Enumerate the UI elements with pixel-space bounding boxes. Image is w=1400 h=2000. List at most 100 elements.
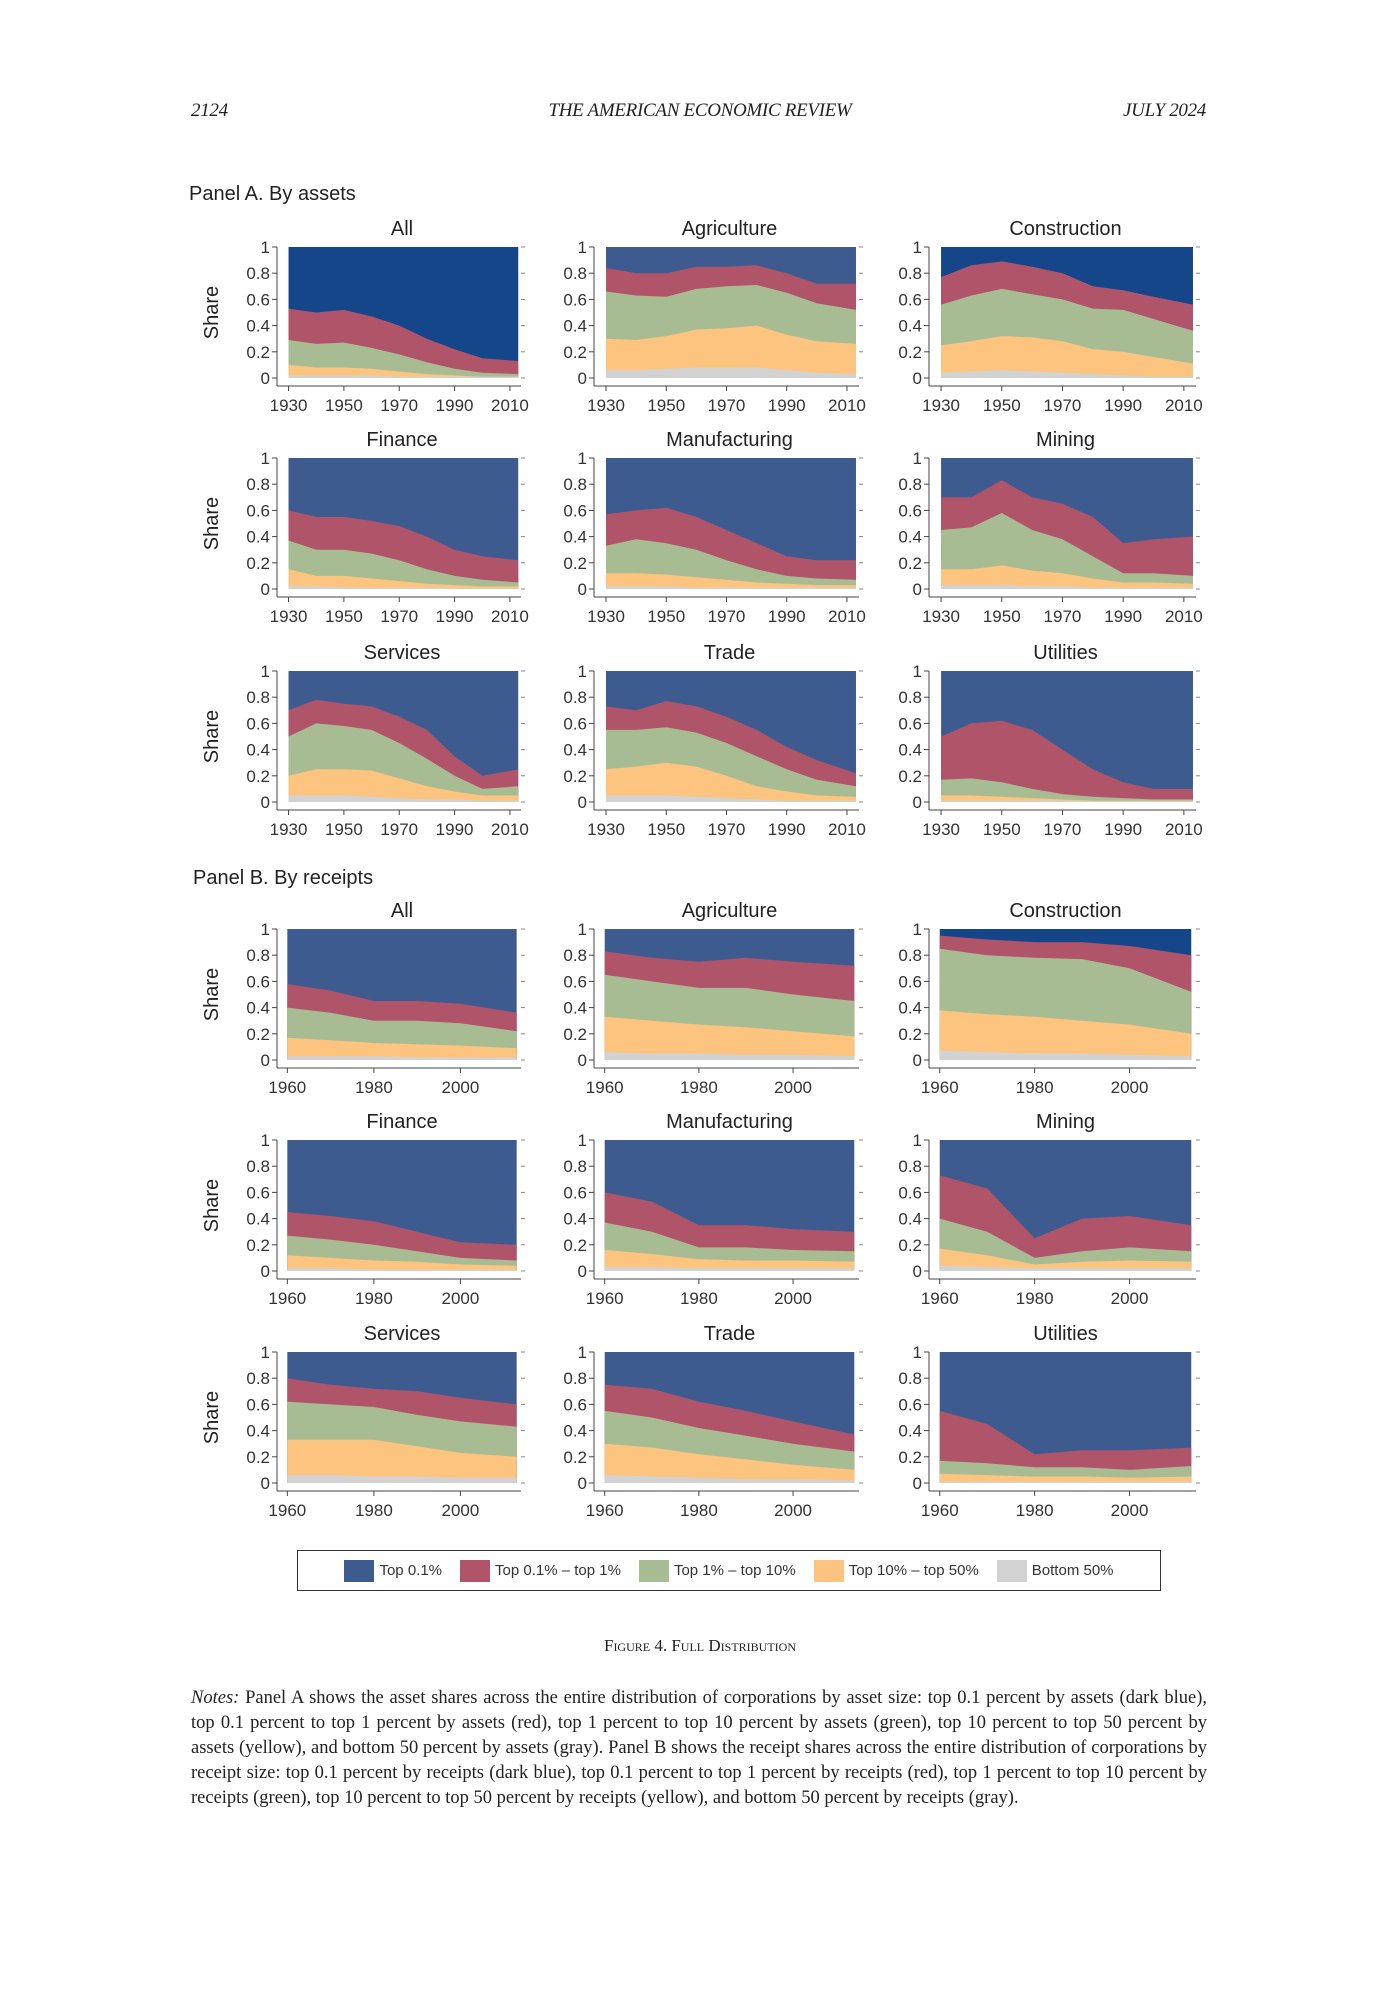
chart-a-manufacturing: 0 0.2 0.4 0.6 0.8 1 1930 1950 1970 1990 2010 Manufa…: [563, 429, 866, 626]
y-tick-label: 0: [913, 369, 922, 388]
area-yellow: [604, 1250, 855, 1271]
x-tick-label: 1970: [708, 396, 746, 415]
y-tick-label: 0.6: [898, 1395, 922, 1414]
y-tick-label: 0.4: [246, 741, 270, 760]
chart-b-mining: 0 0.2 0.4 0.6 0.8 1 1960 1980 2000 Mining: [898, 1111, 1200, 1308]
x-tick-label: 1960: [921, 1289, 959, 1308]
x-tick-label: 1930: [922, 396, 960, 415]
x-tick-label: 1950: [325, 820, 363, 839]
y-tick-label: 0.8: [246, 688, 270, 707]
chart-title: Utilities: [1033, 1323, 1097, 1345]
y-tick-label: 0.2: [246, 343, 270, 362]
x-tick-label: 1960: [586, 1289, 624, 1308]
chart-svg: 0 0.2 0.4 0.6 0.8 1 1930 1950 1970 1990 2010 Financ…: [201, 429, 529, 626]
y-tick-label: 0.2: [898, 1448, 922, 1467]
legend-item-top-0-1-to-1: Top 0.1% – top 1%: [460, 1559, 621, 1582]
chart-svg: 0 0.2 0.4 0.6 0.8 1 1960 1980 2000 All Share: [201, 900, 525, 1097]
y-tick-label: 0.8: [563, 264, 587, 283]
y-tick-label: 0.4: [898, 999, 922, 1018]
y-tick-label: 0.8: [563, 1369, 587, 1388]
y-tick-label: 0.4: [898, 317, 922, 336]
y-tick-label: 1: [261, 449, 270, 468]
y-tick-label: 0.8: [898, 1369, 922, 1388]
x-tick-label: 1970: [708, 607, 746, 626]
x-tick-label: 1950: [647, 607, 685, 626]
chart-a-agriculture: 0 0.2 0.4 0.6 0.8 1 1930 1950 1970 1990 2010 Agricu…: [563, 218, 866, 415]
x-tick-label: 1960: [268, 1289, 306, 1308]
area-green: [941, 778, 1193, 802]
chart-svg: 0 0.2 0.4 0.6 0.8 1 1930 1950 1970 1990 2010 All Sha…: [201, 218, 529, 415]
x-tick-label: 2000: [442, 1289, 480, 1308]
chart-b-manufacturing: 0 0.2 0.4 0.6 0.8 1 1960 1980 2000 Manufacturing: [563, 1111, 863, 1308]
x-tick-label: 1960: [268, 1501, 306, 1520]
y-tick-label: 0.6: [563, 1395, 587, 1414]
x-tick-label: 1930: [270, 607, 308, 626]
y-tick-label: 0.4: [246, 999, 270, 1018]
chart-title: Services: [364, 642, 441, 664]
chart-a-trade: 0 0.2 0.4 0.6 0.8 1 1930 1950 1970 1990 2010 Trade: [563, 642, 866, 839]
y-tick-label: 0.6: [563, 501, 587, 520]
x-tick-label: 1970: [1044, 396, 1082, 415]
y-tick-label: 0: [913, 1474, 922, 1493]
y-tick-label: 1: [913, 1131, 922, 1150]
area-yellow: [288, 769, 519, 802]
chart-svg: 0 0.2 0.4 0.6 0.8 1 1960 1980 2000 Trade: [563, 1323, 863, 1520]
y-tick-label: 0.4: [246, 1422, 270, 1441]
y-tick-label: 0.6: [898, 972, 922, 991]
x-tick-label: 2000: [442, 1501, 480, 1520]
area-bottom: [287, 1056, 517, 1060]
area-yellow: [939, 1473, 1192, 1483]
y-tick-label: 0.2: [246, 1448, 270, 1467]
x-tick-label: 1980: [1016, 1078, 1054, 1097]
figure-caption: Figure 4. Full Distribution: [603, 1636, 796, 1655]
y-tick-label: 0.2: [898, 1025, 922, 1044]
y-tick-label: 0.6: [246, 714, 270, 733]
y-tick-label: 0.6: [246, 501, 270, 520]
chart-svg: 0 0.2 0.4 0.6 0.8 1 1960 1980 2000 Mining: [898, 1111, 1200, 1308]
y-tick-label: 0: [261, 1474, 270, 1493]
legend-swatch: [996, 1559, 1027, 1582]
x-tick-label: 1970: [708, 820, 746, 839]
x-tick-label: 1960: [921, 1501, 959, 1520]
chart-title: Manufacturing: [666, 429, 793, 451]
x-tick-label: 1960: [586, 1078, 624, 1097]
chart-title: Mining: [1036, 1111, 1095, 1133]
area-yellow: [604, 1016, 855, 1060]
y-tick-label: 0.2: [563, 343, 587, 362]
chart-svg: 0 0.2 0.4 0.6 0.8 1 1930 1950 1970 1990 2010 Agricu…: [563, 218, 866, 415]
x-tick-label: 2010: [1165, 396, 1203, 415]
chart-a-finance: 0 0.2 0.4 0.6 0.8 1 1930 1950 1970 1990 2010 Financ…: [201, 429, 529, 626]
x-tick-label: 1990: [1104, 820, 1142, 839]
chart-svg: 0 0.2 0.4 0.6 0.8 1 1960 1980 2000 Manufacturing: [563, 1111, 863, 1308]
y-tick-label: 0: [261, 580, 270, 599]
notes-label: Notes:: [191, 1688, 240, 1708]
y-tick-label: 0.4: [563, 1422, 587, 1441]
chart-title: Agriculture: [682, 900, 778, 922]
area-yellow: [606, 325, 856, 378]
x-tick-label: 2010: [828, 607, 866, 626]
chart-title: Finance: [366, 1111, 437, 1133]
x-tick-label: 1930: [587, 607, 625, 626]
area-bottom: [287, 1475, 517, 1483]
x-tick-label: 1990: [768, 820, 806, 839]
y-axis-label: Share: [201, 286, 223, 339]
x-tick-label: 1980: [680, 1078, 718, 1097]
x-tick-label: 1990: [768, 607, 806, 626]
x-tick-label: 2010: [828, 396, 866, 415]
y-tick-label: 1: [913, 1343, 922, 1362]
y-tick-label: 0.8: [246, 264, 270, 283]
x-tick-label: 2000: [442, 1078, 480, 1097]
panel-b-label: Panel B. By receipts: [193, 867, 374, 889]
y-tick-label: 0.2: [898, 1236, 922, 1255]
x-tick-label: 1960: [586, 1501, 624, 1520]
y-tick-label: 0.6: [246, 972, 270, 991]
y-tick-label: 0.2: [563, 1025, 587, 1044]
y-tick-label: 0.2: [898, 343, 922, 362]
chart-title: Manufacturing: [666, 1111, 793, 1133]
x-tick-label: 2000: [774, 1078, 812, 1097]
issue-date: JULY 2024: [1123, 100, 1206, 121]
y-tick-label: 0.4: [563, 528, 587, 547]
chart-svg: 0 0.2 0.4 0.6 0.8 1 1930 1950 1970 1990 2010 Constr…: [898, 218, 1202, 415]
legend-swatch: [813, 1559, 844, 1582]
x-tick-label: 1990: [1104, 607, 1142, 626]
